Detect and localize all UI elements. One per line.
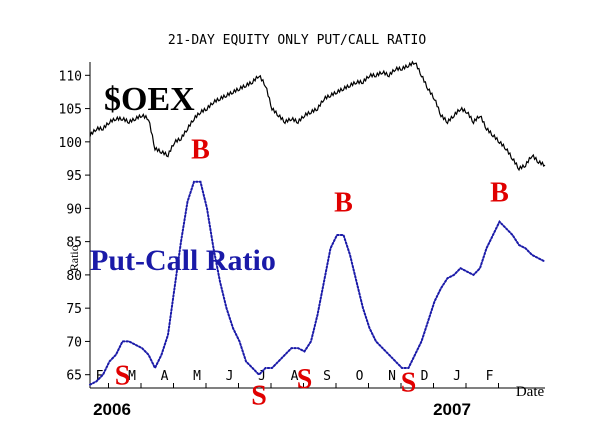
y-tick-label: 70 [66,335,82,350]
x-tick-label: S [323,369,331,384]
sell-signal-label: S [251,381,267,412]
year-label: 2006 [93,400,131,419]
series-layer [89,60,546,386]
x-tick-label: N [388,369,396,384]
series-line-oex [89,60,546,172]
x-axis-label: Date [516,384,545,400]
x-tick-label: J [258,369,266,384]
y-tick-label: 110 [59,69,82,84]
buy-signal-label: B [490,178,509,209]
y-tick-label: 100 [59,136,82,151]
sell-signal-label: S [115,361,131,392]
x-tick-label: M [193,369,201,384]
x-tick-label: F [96,369,104,384]
put-call-ratio-label: Put-Call Ratio [90,244,276,277]
oex-label: $OEX [104,81,195,118]
y-tick-label: 90 [66,202,82,217]
y-tick-label: 65 [66,369,82,384]
x-tick-label: O [356,369,364,384]
x-tick-label: F [486,369,494,384]
buy-signal-label: B [334,188,353,219]
buy-signal-label: B [191,134,210,165]
x-tick-label: J [226,369,234,384]
x-tick-label: M [128,369,136,384]
x-tick-label: J [453,369,461,384]
sell-signal-label: S [401,367,417,398]
y-axis-label: Ratio [67,245,81,271]
series-line-put-call-ratio [89,180,546,386]
sell-signal-label: S [297,364,313,395]
y-tick-label: 75 [66,302,82,317]
chart-title: 21-DAY EQUITY ONLY PUT/CALL RATIO [168,33,426,48]
y-tick-label: 95 [66,169,82,184]
year-label: 2007 [433,400,471,419]
y-tick-label: 80 [66,269,82,284]
x-tick-label: A [161,369,169,384]
x-tick-label: D [421,369,429,384]
y-tick-label: 105 [59,103,82,118]
x-tick-label: A [291,369,299,384]
y-tick-label: 85 [66,236,82,251]
